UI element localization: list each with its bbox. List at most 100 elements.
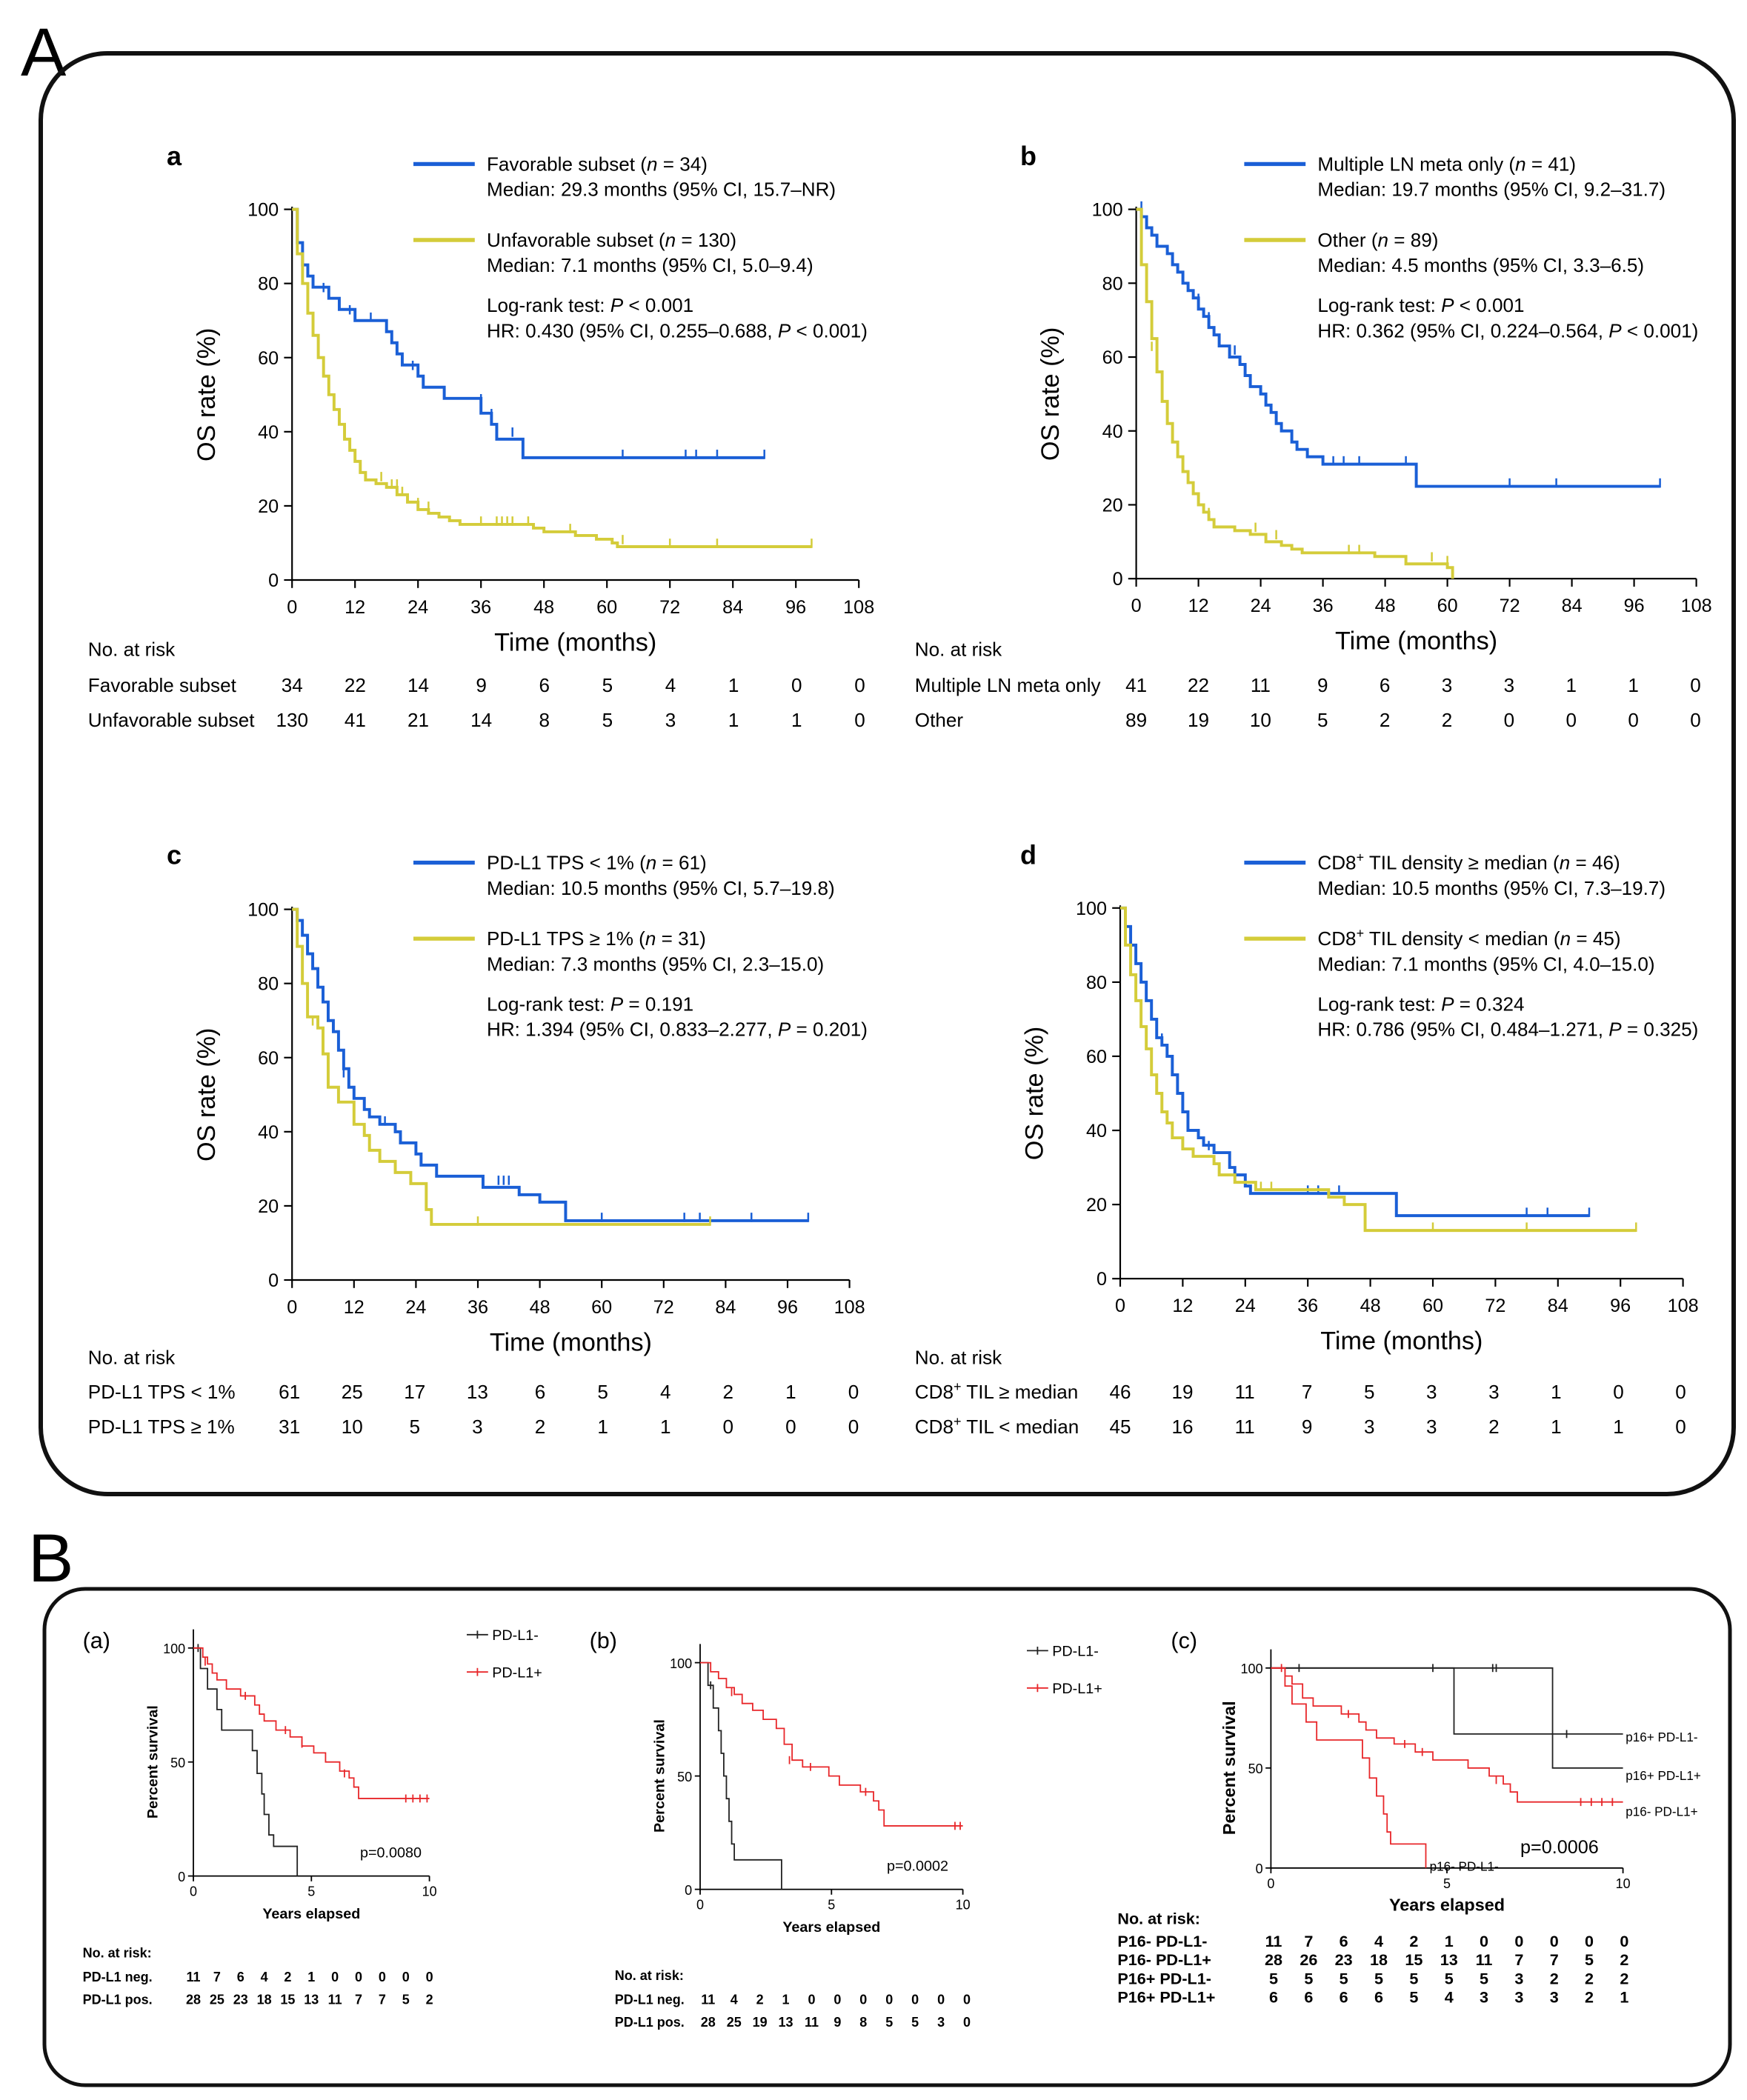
risk-value: 25: [727, 2015, 742, 2030]
y-axis-title: OS rate (%): [193, 328, 221, 461]
stats-p-italic: P: [1608, 1019, 1622, 1041]
x-tick-label: 10: [1616, 1876, 1631, 1891]
y-tick-label: 20: [1102, 495, 1123, 516]
legend-text: PD-L1 TPS ≥ 1% (: [487, 927, 645, 950]
legend-text: = 41): [1526, 153, 1576, 175]
risk-value: 11: [328, 1992, 342, 2007]
risk-value: 3: [1514, 1969, 1523, 1987]
y-tick-label: 40: [1102, 421, 1123, 442]
y-tick-label: 0: [178, 1870, 185, 1884]
p-value: p=0.0006: [1520, 1837, 1599, 1858]
km-curve: [699, 1661, 782, 1890]
legend-sup: +: [1357, 850, 1365, 865]
legend-text: = 130): [676, 229, 736, 251]
risk-row-label: PD-L1 neg.: [83, 1970, 153, 1984]
panel-label: d: [1020, 839, 1036, 870]
km-curve: [1271, 1667, 1623, 1803]
risk-value: 41: [1125, 674, 1147, 696]
x-tick-label: 10: [422, 1884, 437, 1899]
x-tick-label: 12: [345, 597, 365, 618]
risk-value: 3: [1426, 1416, 1437, 1438]
legend-median: Median: 7.1 months (95% CI, 4.0–15.0): [1317, 953, 1654, 975]
risk-value: 1: [782, 1992, 790, 2007]
risk-value: 6: [237, 1970, 244, 1984]
stats-logrank: Log-rank test: P < 0.001: [1317, 294, 1524, 316]
risk-value: 7: [1550, 1950, 1559, 1969]
legend-median: Median: 7.3 months (95% CI, 2.3–15.0): [487, 953, 824, 975]
risk-value: 46: [1109, 1381, 1131, 1403]
risk-value: 3: [1426, 1381, 1437, 1403]
legend-n-italic: n: [1560, 927, 1571, 950]
risk-value: 89: [1125, 709, 1147, 731]
y-tick-label: 80: [258, 974, 279, 995]
section-label-a: A: [21, 15, 67, 90]
risk-value: 2: [284, 1970, 291, 1984]
panel-label: b: [1020, 141, 1036, 171]
risk-value: 0: [426, 1970, 433, 1984]
x-tick-label: 72: [1485, 1296, 1505, 1316]
x-axis-title: Time (months): [494, 628, 656, 656]
stats-p-italic: P: [1441, 294, 1454, 316]
stats-p-italic: P: [778, 319, 791, 341]
y-axis-title: OS rate (%): [193, 1028, 221, 1161]
risk-value: 11: [1265, 1932, 1282, 1950]
risk-value: 5: [1445, 1969, 1454, 1987]
stats-text: < 0.001): [1622, 319, 1699, 341]
stats-text: HR: 1.394 (95% CI, 0.833–2.277,: [487, 1019, 778, 1041]
legend-entry: Multiple LN meta only (n = 41): [1317, 153, 1576, 175]
legend-text: = 45): [1571, 927, 1620, 950]
risk-value: 19: [1172, 1381, 1194, 1403]
risk-row-label: Unfavorable subset: [88, 709, 255, 731]
legend-entry: PD-L1+: [492, 1664, 542, 1681]
x-tick-label: 60: [596, 597, 617, 618]
risk-value: 16: [1172, 1416, 1194, 1438]
risk-value: 14: [407, 674, 429, 696]
risk-value: 26: [1300, 1950, 1317, 1969]
risk-value: 0: [854, 709, 865, 731]
stats-hr: HR: 0.362 (95% CI, 0.224–0.564, P < 0.00…: [1317, 319, 1698, 341]
risk-value: 0: [911, 1992, 919, 2007]
risk-value: 9: [476, 674, 487, 696]
legend-median: Median: 29.3 months (95% CI, 15.7–NR): [487, 179, 836, 201]
risk-value: 31: [279, 1416, 300, 1438]
stats-text: Log-rank test:: [1317, 294, 1441, 316]
stats-text: HR: 0.362 (95% CI, 0.224–0.564,: [1317, 319, 1608, 341]
risk-value: 3: [1442, 674, 1453, 696]
risk-value: 7: [213, 1970, 221, 1984]
stats-text: HR: 0.430 (95% CI, 0.255–0.688,: [487, 319, 778, 341]
risk-value: 13: [467, 1381, 488, 1403]
km-curve: [193, 1647, 299, 1876]
risk-value: 6: [535, 1381, 546, 1403]
risk-row-label: PD-L1 TPS < 1%: [88, 1381, 236, 1403]
risk-value: 14: [470, 709, 492, 731]
risk-value: 2: [426, 1992, 433, 2007]
risk-value: 1: [1551, 1416, 1562, 1438]
y-tick-label: 100: [163, 1641, 185, 1656]
risk-value: 0: [1504, 709, 1515, 731]
y-tick-label: 100: [247, 200, 279, 221]
risk-value: 5: [1374, 1969, 1383, 1987]
risk-value: 23: [1335, 1950, 1353, 1969]
risk-value: 5: [1409, 1988, 1418, 2007]
risk-value: 9: [833, 2015, 841, 2030]
risk-value: 3: [1514, 1988, 1523, 2007]
km-curve-yellow: [292, 907, 711, 1226]
km-curve-blue: [292, 207, 765, 459]
risk-value: 28: [701, 2015, 716, 2030]
stats-text: < 0.001: [1454, 294, 1525, 316]
y-tick-label: 100: [247, 900, 279, 921]
legend-text: = 46): [1570, 852, 1620, 874]
risk-value: 28: [1265, 1950, 1282, 1969]
risk-value: 0: [355, 1970, 362, 1984]
risk-value: 7: [1304, 1932, 1313, 1950]
legend-entry: PD-L1 TPS < 1% (n = 61): [487, 852, 707, 874]
panel-label: a: [167, 141, 182, 171]
legend-sup: +: [1357, 926, 1365, 941]
risk-value: 45: [1109, 1416, 1131, 1438]
risk-value: 7: [1514, 1950, 1523, 1969]
risk-value: 15: [1405, 1950, 1422, 1969]
risk-value: 17: [404, 1381, 425, 1403]
x-tick-label: 84: [722, 597, 743, 618]
risk-row-label: PD-L1 TPS ≥ 1%: [88, 1416, 235, 1438]
